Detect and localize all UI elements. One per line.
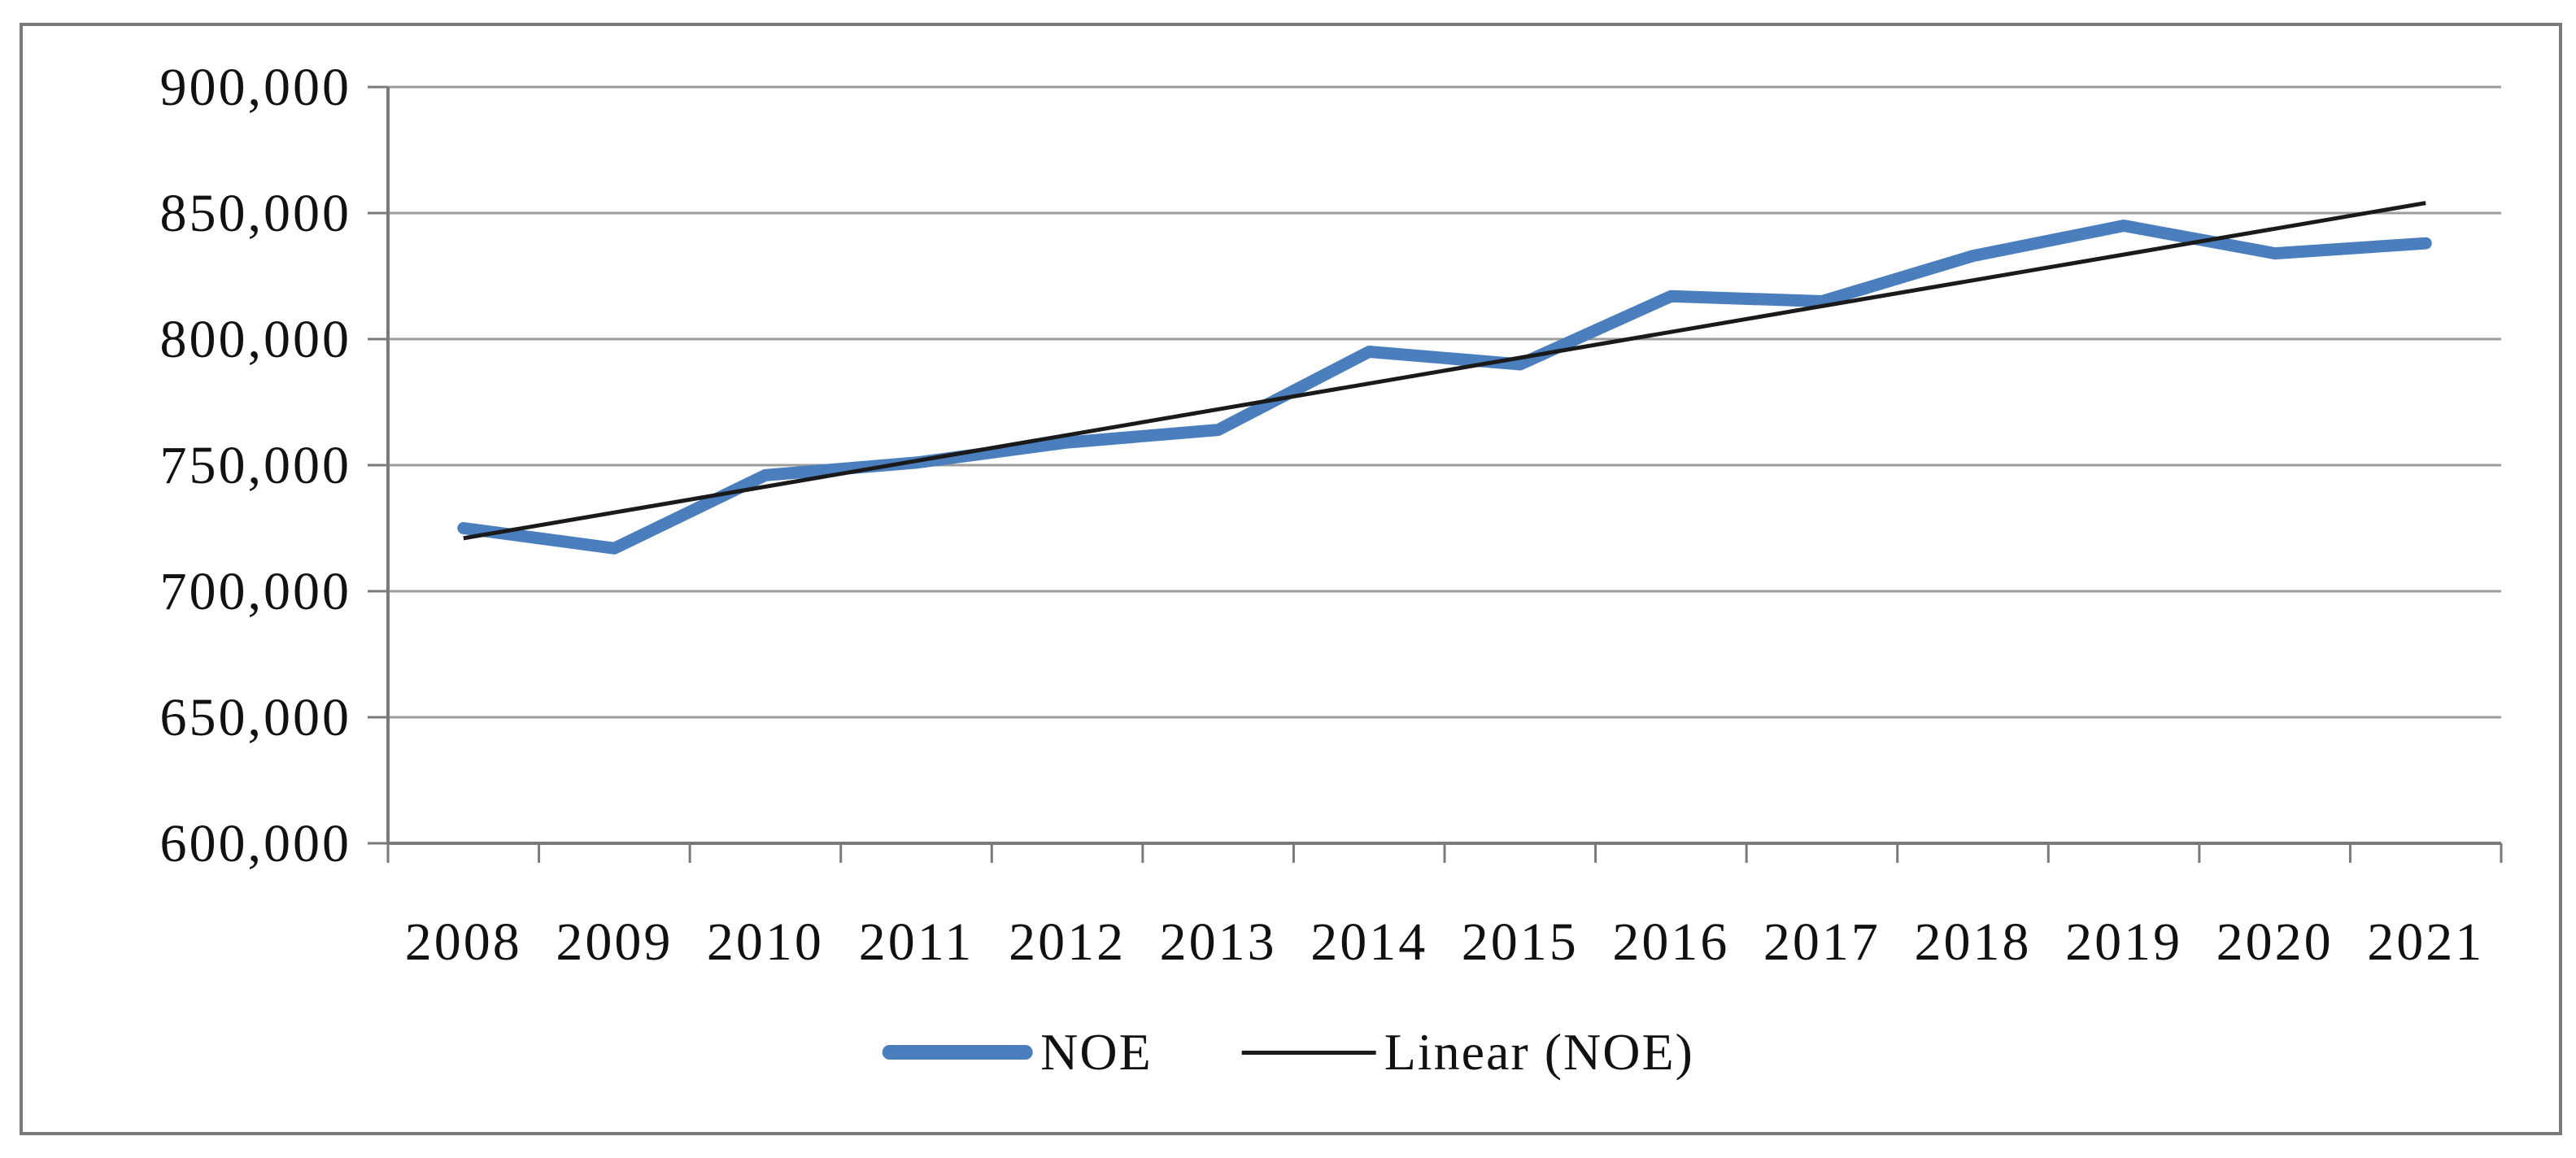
x-axis-label: 2010: [707, 912, 824, 972]
x-axis-label: 2009: [556, 912, 673, 972]
x-axis-label: 2012: [1009, 912, 1126, 972]
x-axis-label: 2008: [405, 912, 522, 972]
x-axis-label: 2021: [2367, 912, 2484, 972]
x-axis-label: 2018: [1915, 912, 2032, 972]
x-axis-label: 2020: [2216, 912, 2334, 972]
x-axis-label: 2011: [859, 912, 974, 972]
y-axis-label: 750,000: [160, 436, 352, 495]
legend-label-linear: Linear (NOE): [1384, 1023, 1694, 1081]
x-axis-label: 2013: [1160, 912, 1277, 972]
noe-line-swatch: [882, 1045, 1033, 1060]
y-axis-label: 600,000: [160, 814, 352, 873]
chart-legend: NOE Linear (NOE): [882, 1026, 1694, 1078]
linear-line-swatch: [1241, 1050, 1376, 1055]
noe-series-line: [457, 220, 2432, 555]
x-axis-label: 2016: [1612, 912, 1729, 972]
x-axis-label: 2014: [1310, 912, 1427, 972]
linear-trend-line: [463, 201, 2426, 541]
y-axis-label: 700,000: [160, 562, 352, 621]
figure-border: [20, 23, 2562, 1135]
legend-label-noe: NOE: [1040, 1023, 1153, 1081]
y-axis-label: 850,000: [160, 184, 352, 243]
x-axis-label: 2015: [1462, 912, 1579, 972]
x-axis-label: 2017: [1763, 912, 1881, 972]
y-axis-label: 800,000: [160, 310, 352, 369]
x-axis-label: 2019: [2065, 912, 2182, 972]
y-axis-label: 900,000: [160, 58, 352, 117]
y-axis-label: 650,000: [160, 688, 352, 747]
